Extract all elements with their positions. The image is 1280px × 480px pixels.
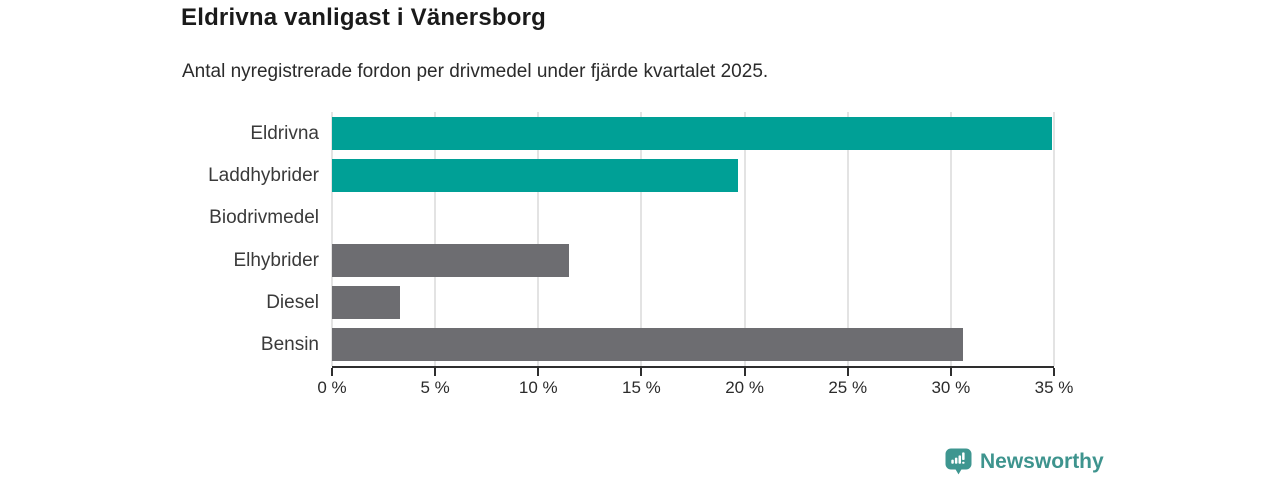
bar-row: Laddhybrider [208,159,1054,192]
x-axis-tick [743,368,746,376]
x-axis-tick-label: 30 % [931,378,971,397]
bar [332,159,739,192]
category-label: Elhybrider [233,249,319,271]
gridline [640,112,643,366]
gridline [846,112,849,366]
gridline [434,112,437,366]
category-label: Eldrivna [250,122,319,144]
newsworthy-logo[interactable]: Newsworthy [944,447,1104,476]
x-axis-tick [537,368,540,376]
category-label: Laddhybrider [208,165,319,186]
x-axis-tick-label: 20 % [725,378,764,397]
category-label: Bensin [260,334,319,356]
x-axis-line [332,366,1054,368]
category-label: Biodrivmedel [209,207,319,229]
bar [332,286,401,319]
newsworthy-logo-text: Newsworthy [980,449,1104,473]
bar-row: Bensin [261,328,1054,362]
bar [332,116,1052,150]
x-axis-tick [949,368,952,376]
bar-row: Biodrivmedel [209,201,1054,234]
gridline [537,112,540,366]
chart-title: Eldrivna vanligast i Vänersborg [181,4,546,31]
gridline [1053,112,1055,366]
gridline [949,112,952,366]
gridline [331,112,333,366]
bar [332,328,964,362]
x-axis-tick-label: 0 % [317,378,347,397]
x-axis-tick-label: 10 % [518,378,558,397]
chart-subtitle: Antal nyregistrerade fordon per drivmede… [182,61,769,82]
x-axis-tick [640,368,643,376]
x-axis-tick-label: 25 % [828,378,868,397]
x-axis-tick-label: 35 % [1034,378,1074,397]
gridline [743,112,746,366]
x-axis-tick [1053,368,1055,376]
x-axis-tick-label: 15 % [622,378,661,397]
x-axis-tick [434,368,437,376]
bar-row: Eldrivna [250,116,1054,150]
bar-row: Elhybrider [233,243,1054,277]
bar-chart-plot: 0 % 5 % 10 % 15 % 20 % 25 % 30 % 35 % Eldrivna La… [208,112,1073,397]
x-axis-tick [331,368,333,376]
bar [332,243,570,277]
x-axis-tick [846,368,849,376]
x-axis-tick-label: 5 % [420,378,450,397]
newsworthy-icon [945,448,972,475]
category-label: Diesel [266,292,319,313]
bar-row: Diesel [266,286,1054,319]
